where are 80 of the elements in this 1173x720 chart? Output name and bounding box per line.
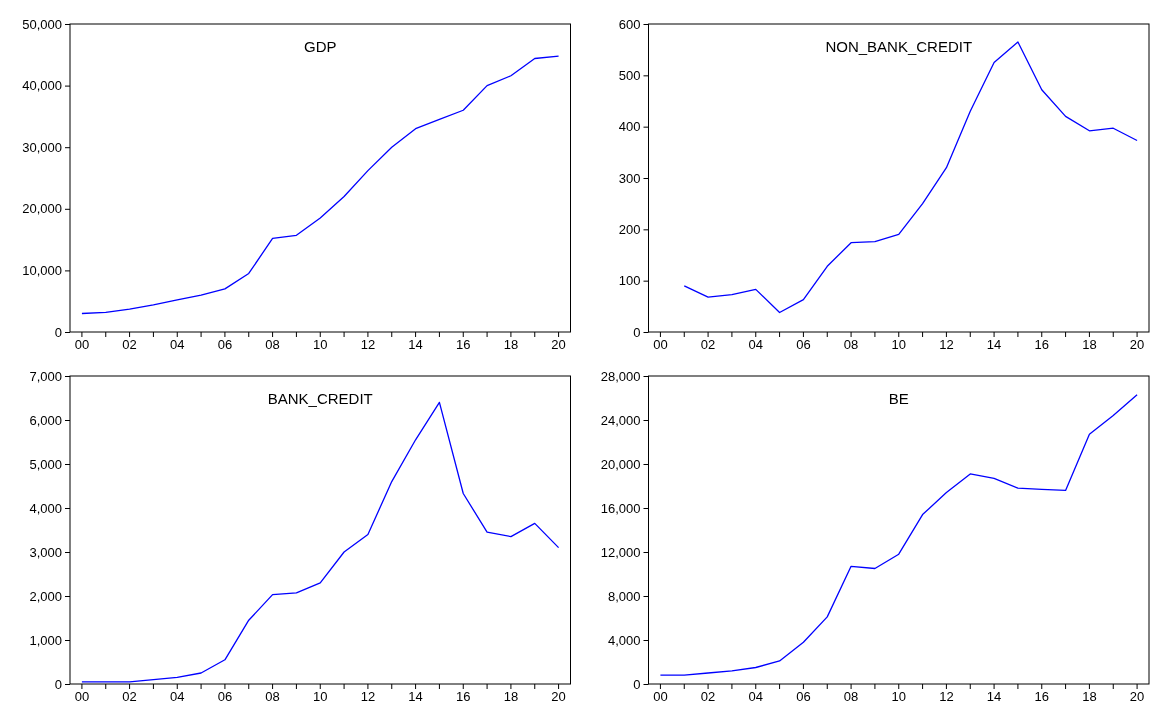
x-tick-label: 00 xyxy=(653,337,668,353)
x-tick-label: 20 xyxy=(1129,689,1145,705)
y-tick-label: 4,000 xyxy=(607,632,641,648)
y-tick-label: 3,000 xyxy=(29,544,62,560)
y-tick-label: 6,000 xyxy=(29,412,62,428)
x-tick-label: 18 xyxy=(1082,689,1097,705)
line-series xyxy=(659,394,1138,676)
x-tick-label: 14 xyxy=(986,337,1002,353)
x-tick-label: 04 xyxy=(170,337,185,353)
y-tick-label: 16,000 xyxy=(600,500,641,516)
y-tick-label: 24,000 xyxy=(600,412,641,428)
y-tick-label: 20,000 xyxy=(22,201,62,217)
x-tick-label: 08 xyxy=(843,689,859,705)
y-tick-label: 200 xyxy=(618,221,641,237)
x-tick-label: 06 xyxy=(796,337,811,353)
y-tick-label: 0 xyxy=(54,676,62,692)
x-tick-label: 18 xyxy=(503,337,519,353)
x-tick-label: 16 xyxy=(1034,337,1049,353)
x-tick-label: 12 xyxy=(939,337,954,353)
y-tick-label: 2,000 xyxy=(29,588,62,604)
x-tick-label: 00 xyxy=(653,689,668,705)
x-tick-label: 02 xyxy=(122,689,137,705)
x-tick-label: 16 xyxy=(1034,689,1049,705)
x-tick-label: 20 xyxy=(1129,337,1145,353)
x-tick-label: 04 xyxy=(748,337,763,353)
x-tick-label: 16 xyxy=(456,337,471,353)
y-tick-label: 10,000 xyxy=(22,263,62,279)
y-tick-label: 500 xyxy=(618,67,641,83)
x-tick-label: 18 xyxy=(1082,337,1097,353)
x-tick-label: 00 xyxy=(74,689,90,705)
x-tick-label: 10 xyxy=(313,689,328,705)
y-tick-label: 28,000 xyxy=(600,368,641,384)
y-tick-label: 8,000 xyxy=(607,588,641,604)
x-tick-label: 04 xyxy=(170,689,185,705)
y-tick-label: 40,000 xyxy=(22,78,62,94)
y-tick-label: 4,000 xyxy=(29,500,62,516)
x-tick-label: 12 xyxy=(360,337,376,353)
x-tick-label: 06 xyxy=(796,689,811,705)
text: NON_BANK_CREDIT xyxy=(825,38,973,55)
x-tick-label: 14 xyxy=(408,689,423,705)
y-tick-label: 0 xyxy=(633,324,641,340)
x-tick-label: 06 xyxy=(217,337,233,353)
x-tick-label: 18 xyxy=(503,689,519,705)
x-tick-label: 08 xyxy=(265,689,280,705)
x-tick-label: 04 xyxy=(748,689,763,705)
x-tick-label: 10 xyxy=(891,689,906,705)
y-tick-label: 30,000 xyxy=(22,139,62,155)
y-tick-label: 50,000 xyxy=(22,16,62,32)
line-series xyxy=(81,55,560,315)
line-series xyxy=(683,41,1138,314)
x-tick-label: 16 xyxy=(456,689,471,705)
x-tick-label: 14 xyxy=(986,689,1002,705)
x-tick-label: 08 xyxy=(843,337,859,353)
y-tick-label: 400 xyxy=(618,119,641,135)
y-tick-label: 600 xyxy=(618,16,641,32)
y-tick-label: 0 xyxy=(633,676,641,692)
text: BANK_CREDIT xyxy=(267,390,373,407)
text: BE xyxy=(888,390,909,407)
y-tick-label: 1,000 xyxy=(29,632,62,648)
x-tick-label: 14 xyxy=(408,337,423,353)
y-tick-label: 12,000 xyxy=(600,544,641,560)
x-tick-label: 12 xyxy=(939,689,954,705)
y-tick-label: 100 xyxy=(618,273,641,289)
y-tick-label: 20,000 xyxy=(600,456,641,472)
y-tick-label: 0 xyxy=(54,324,62,340)
x-tick-label: 02 xyxy=(700,337,716,353)
x-tick-label: 02 xyxy=(700,689,716,705)
x-tick-label: 10 xyxy=(313,337,328,353)
text: GDP xyxy=(303,38,337,55)
x-tick-label: 00 xyxy=(74,337,90,353)
x-tick-label: 10 xyxy=(891,337,906,353)
x-tick-label: 06 xyxy=(217,689,233,705)
x-tick-label: 20 xyxy=(551,337,566,353)
x-tick-label: 12 xyxy=(360,689,376,705)
y-tick-label: 5,000 xyxy=(29,456,62,472)
x-tick-label: 20 xyxy=(551,689,566,705)
y-tick-label: 300 xyxy=(618,170,641,186)
x-tick-label: 02 xyxy=(122,337,137,353)
x-tick-label: 08 xyxy=(265,337,280,353)
y-tick-label: 7,000 xyxy=(29,368,62,384)
